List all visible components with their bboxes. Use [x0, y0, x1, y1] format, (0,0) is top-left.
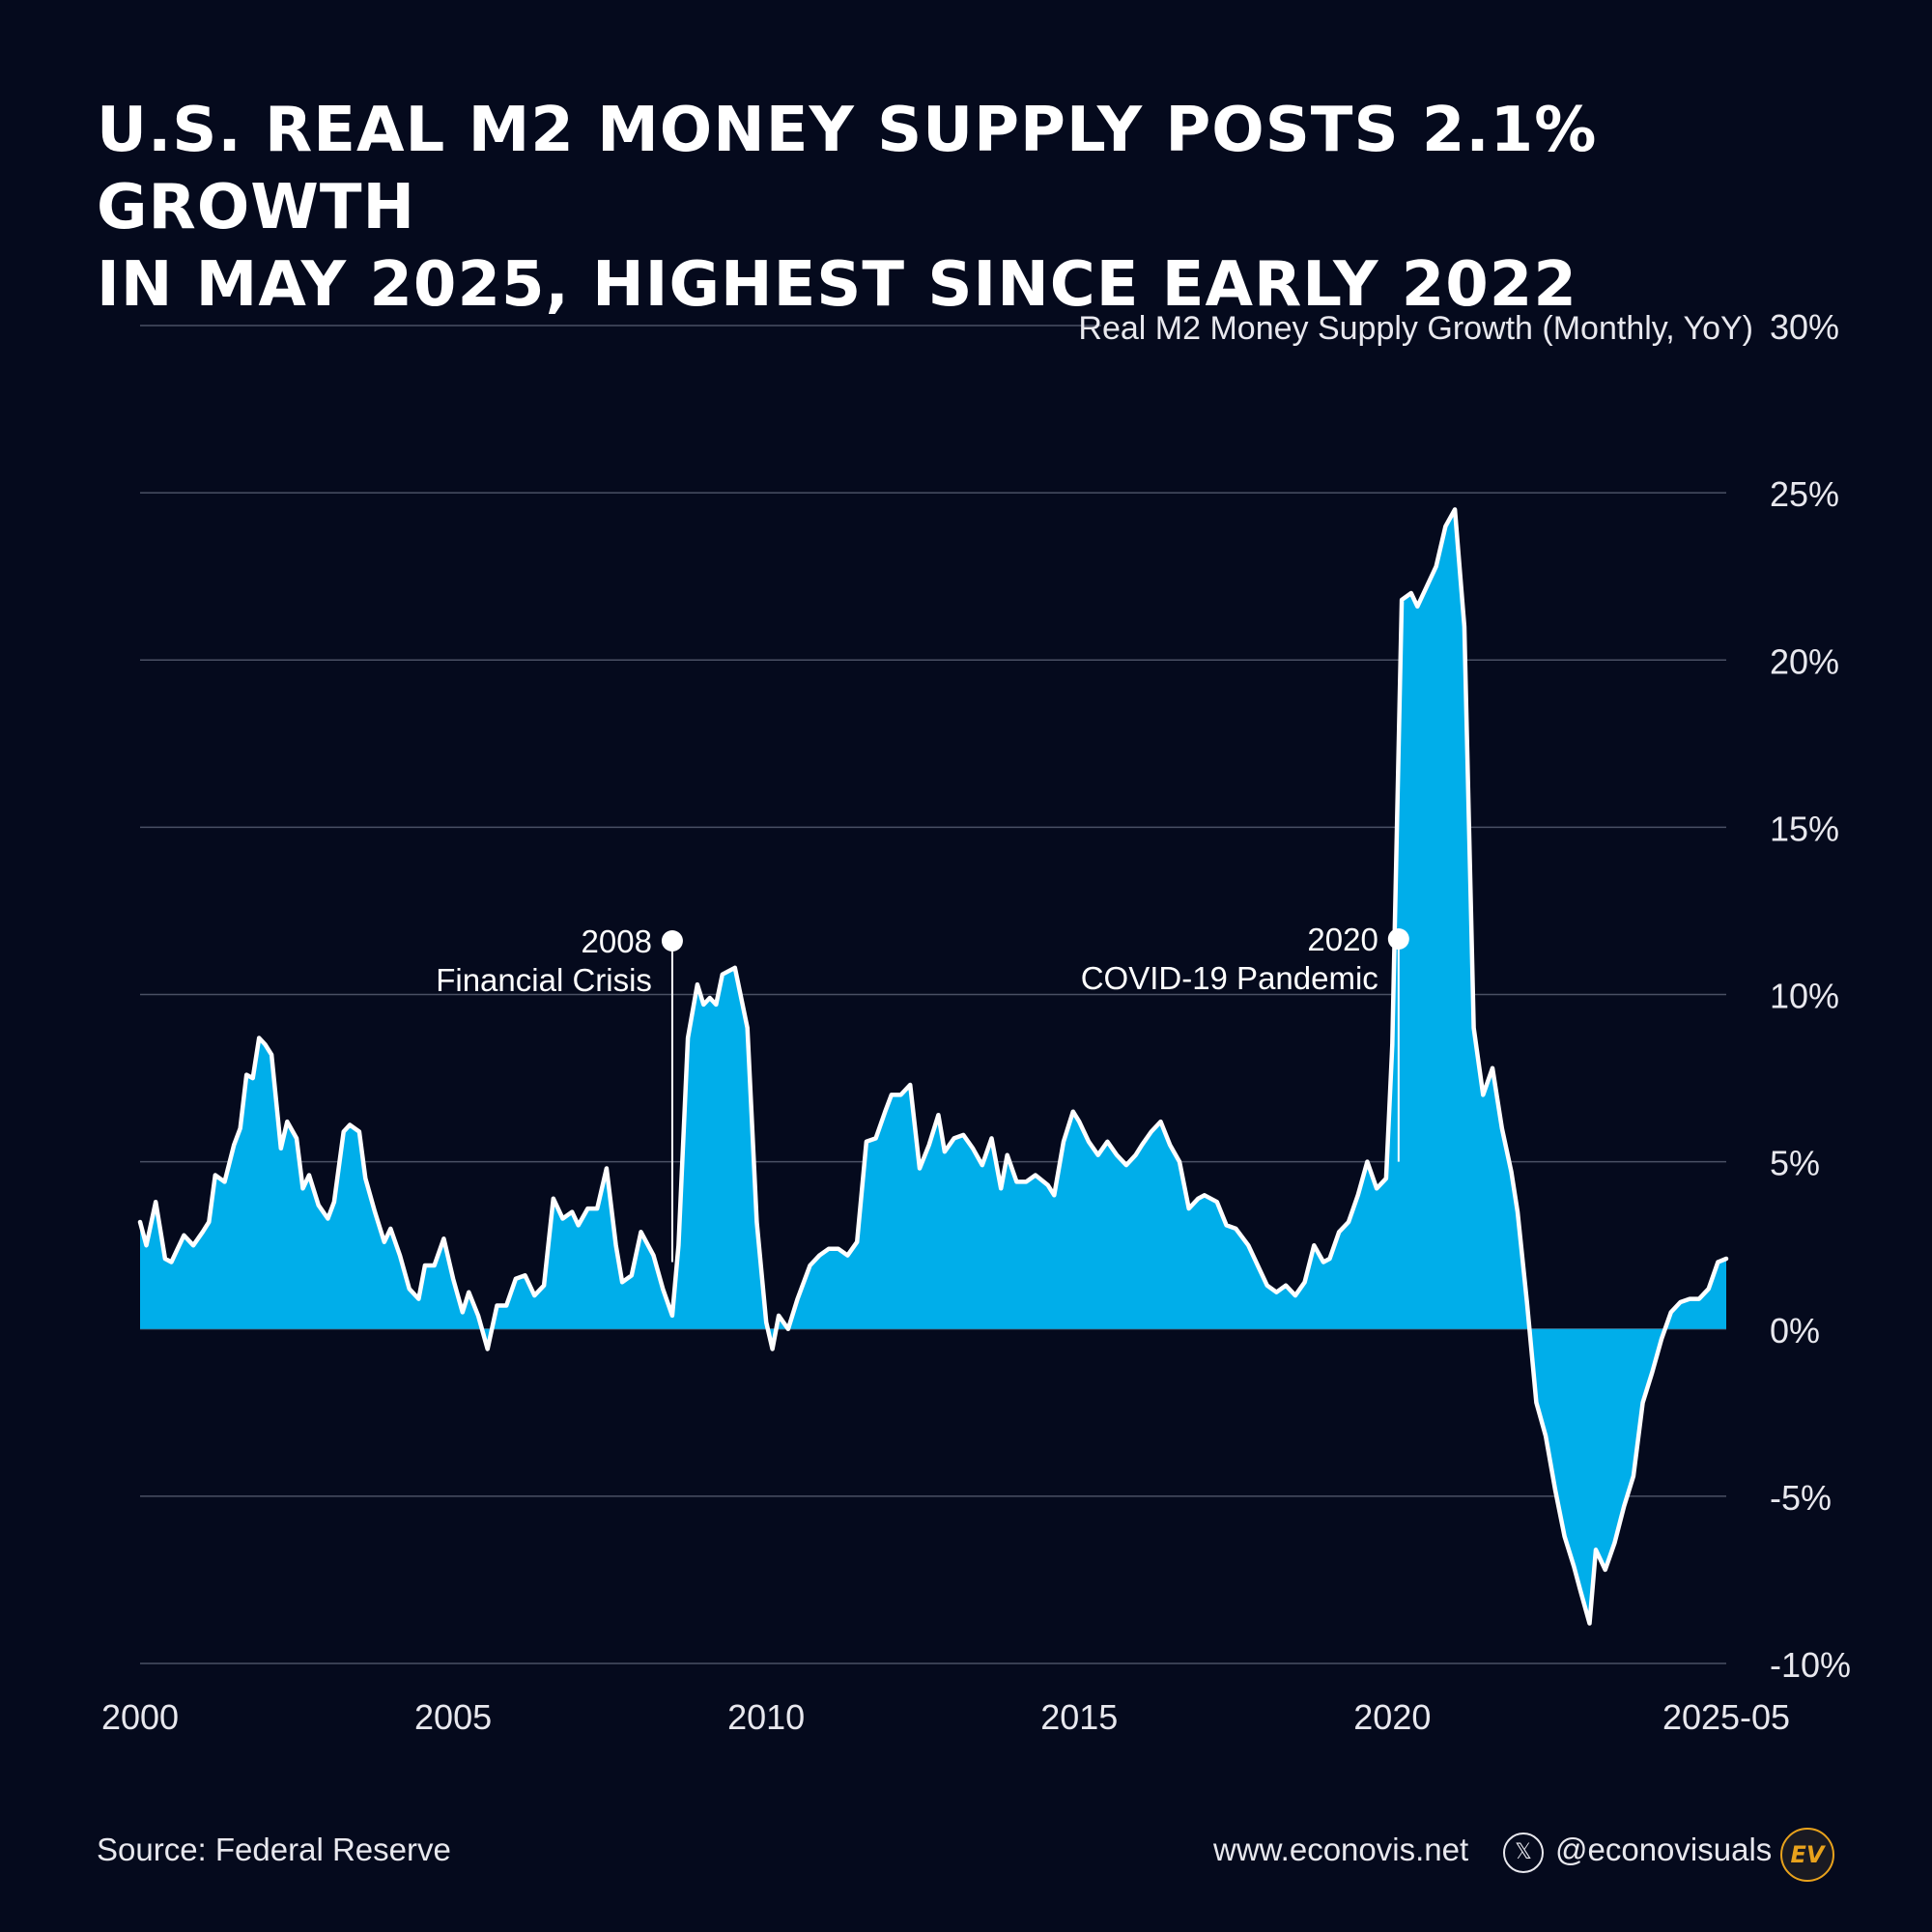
annotation-year: 2020 [1307, 922, 1378, 957]
annotation-label: COVID-19 Pandemic [1081, 960, 1378, 996]
x-axis-ticks: 2000 2005 2010 2015 2020 2025-05 [101, 1697, 1790, 1737]
y-axis-label: Real M2 Money Supply Growth (Monthly, Yo… [1078, 310, 1753, 347]
annotation-label: Financial Crisis [436, 962, 652, 998]
annotation-dot [1387, 928, 1409, 950]
series-line [137, 507, 1729, 1626]
source-text: Source: Federal Reserve [97, 1832, 451, 1867]
chart-title: U.S. REAL M2 MONEY SUPPLY POSTS 2.1% GRO… [97, 92, 1835, 324]
x-tick-label: 2010 [727, 1697, 805, 1737]
y-tick-label: -10% [1770, 1645, 1851, 1685]
y-tick-label: 20% [1770, 641, 1839, 681]
x-logo-icon: 𝕏 [1503, 1833, 1544, 1873]
area-series [137, 507, 1729, 1626]
chart-title-line-1: U.S. REAL M2 MONEY SUPPLY POSTS 2.1% GRO… [97, 95, 1598, 243]
chart-title-line-2: IN MAY 2025, HIGHEST SINCE EARLY 2022 [97, 249, 1577, 321]
annotation-dot [661, 930, 683, 952]
y-tick-label: 5% [1770, 1144, 1820, 1183]
y-tick-label: -5% [1770, 1478, 1832, 1518]
x-tick-label: 2020 [1353, 1697, 1431, 1737]
y-tick-label: 0% [1770, 1311, 1820, 1350]
social-handle[interactable]: @econovisuals [1555, 1832, 1773, 1867]
website-link[interactable]: www.econovis.net [1213, 1832, 1469, 1867]
y-tick-label: 15% [1770, 809, 1839, 848]
annotation-year: 2008 [582, 923, 652, 959]
econovis-logo: EV [1780, 1828, 1834, 1882]
y-axis-ticks: 30% 25% 20% 15% 10% 5% 0% -5% -10% [1770, 307, 1851, 1685]
x-tick-label: 2025-05 [1662, 1697, 1790, 1737]
area-fill [140, 509, 1726, 1624]
y-tick-label: 25% [1770, 474, 1839, 514]
x-tick-label: 2000 [101, 1697, 179, 1737]
grid-lines [140, 325, 1726, 1664]
y-tick-label: 30% [1770, 307, 1839, 347]
x-tick-label: 2015 [1040, 1697, 1118, 1737]
x-tick-label: 2005 [414, 1697, 492, 1737]
y-tick-label: 10% [1770, 977, 1839, 1016]
